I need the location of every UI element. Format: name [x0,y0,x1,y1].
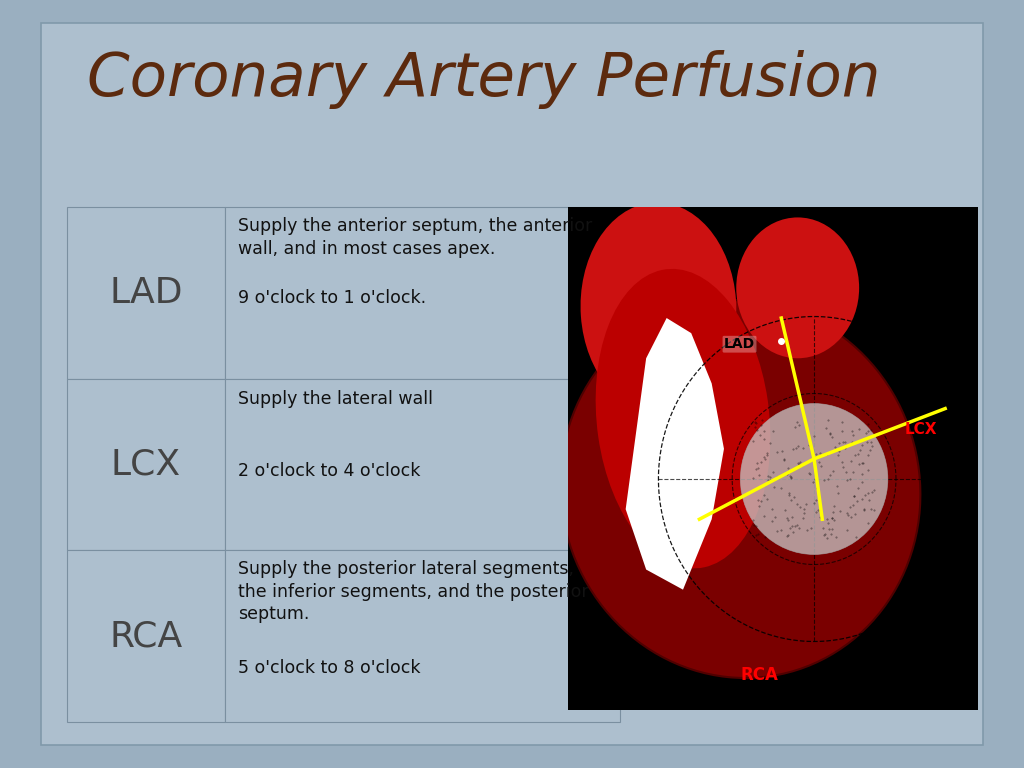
Ellipse shape [740,403,888,554]
Bar [67,551,225,722]
Text: LAD: LAD [724,337,755,351]
Bar [225,379,620,551]
Text: LAD: LAD [110,276,182,310]
Text: RCA: RCA [110,619,182,653]
Text: 5 o'clock to 8 o'clock: 5 o'clock to 8 o'clock [238,659,420,677]
Bar [67,207,225,379]
Bar [568,207,978,710]
Ellipse shape [596,269,770,568]
Text: Coronary Artery Perfusion: Coronary Artery Perfusion [87,50,881,109]
Text: Supply the anterior septum, the anterior
wall, and in most cases apex.: Supply the anterior septum, the anterior… [238,217,592,258]
Bar [67,379,225,551]
Polygon shape [626,318,724,590]
Bar [225,551,620,722]
Text: Supply the lateral wall: Supply the lateral wall [238,390,432,409]
Text: LCX: LCX [111,448,181,482]
Ellipse shape [560,300,921,678]
Text: 2 o'clock to 4 o'clock: 2 o'clock to 4 o'clock [238,462,420,481]
Text: LCX: LCX [904,422,937,437]
Ellipse shape [581,203,736,413]
Ellipse shape [736,217,859,359]
Bar [225,207,620,379]
Text: Supply the posterior lateral segments,
the inferior segments, and the posterior
: Supply the posterior lateral segments, t… [238,560,588,624]
Text: RCA: RCA [740,666,778,684]
Text: 9 o'clock to 1 o'clock.: 9 o'clock to 1 o'clock. [238,289,426,306]
